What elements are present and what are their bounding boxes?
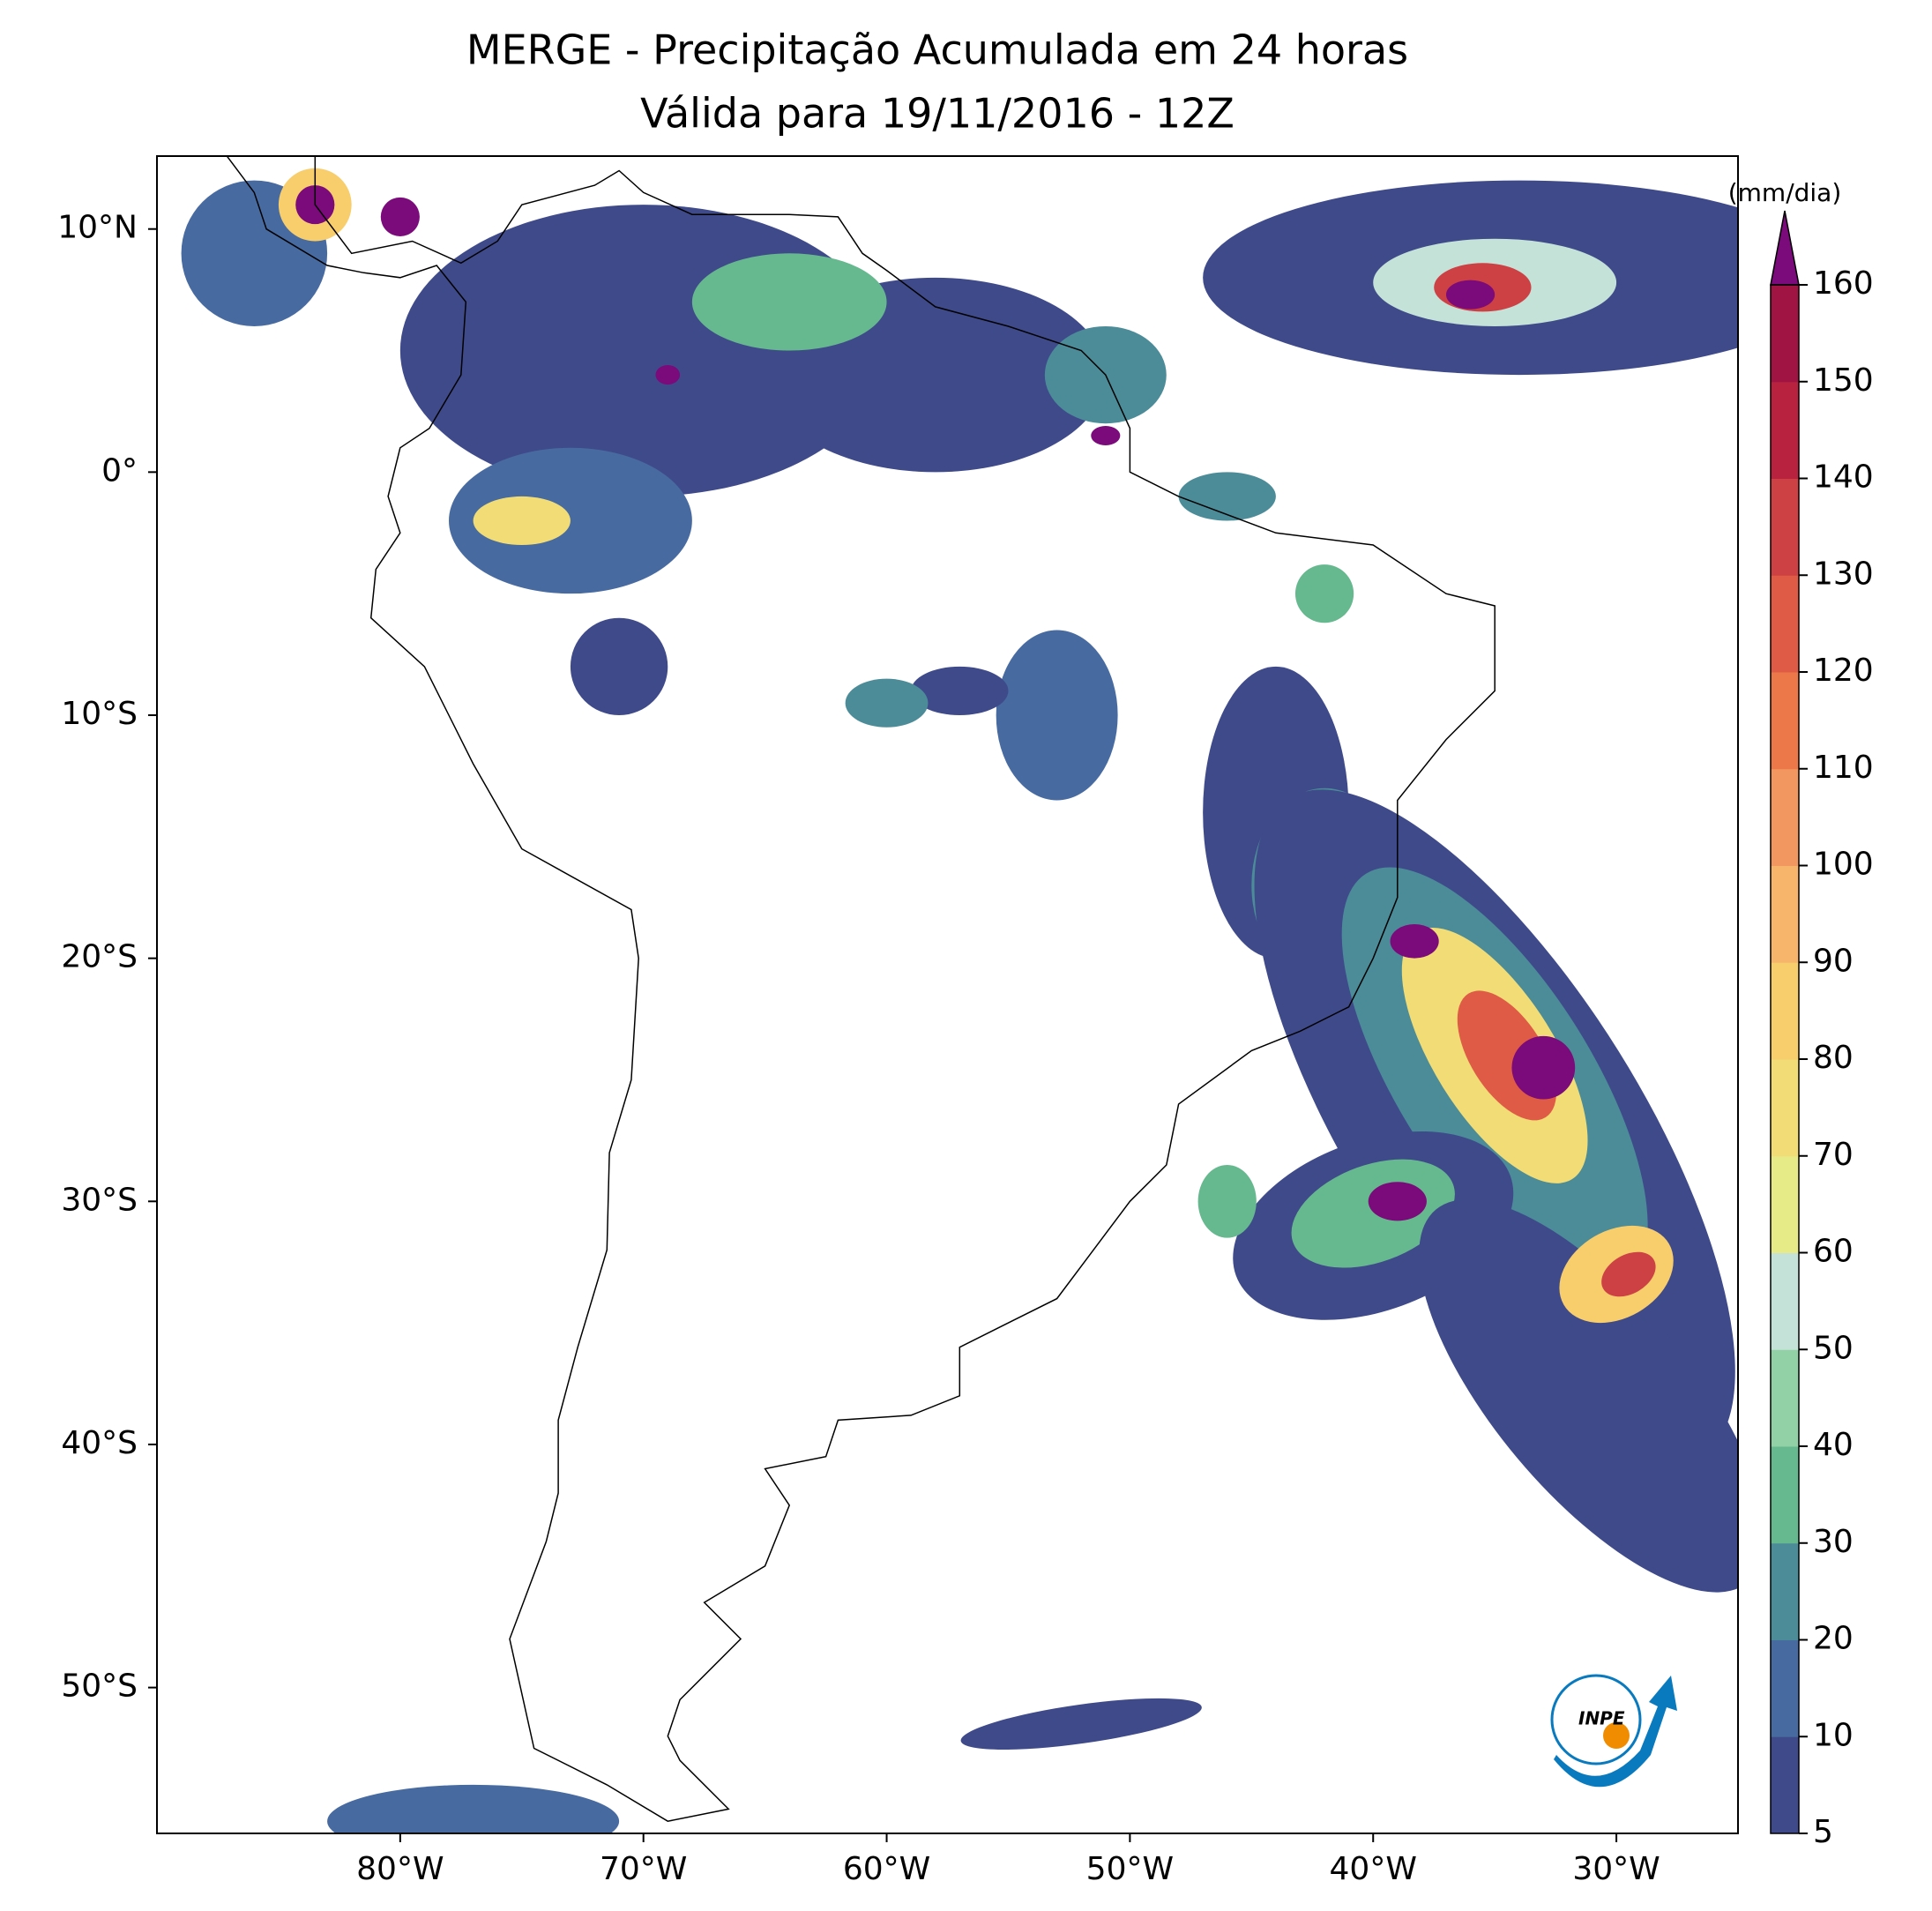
colorbar-tick-label: 130 bbox=[1813, 556, 1874, 592]
colorbar-band bbox=[1771, 1155, 1799, 1253]
colorbar-tick-label: 160 bbox=[1813, 265, 1874, 302]
colorbar-tick-label: 110 bbox=[1813, 750, 1874, 786]
colorbar-tick-label: 150 bbox=[1813, 362, 1874, 399]
colorbar-tick-label: 20 bbox=[1813, 1621, 1854, 1657]
precip-area bbox=[473, 496, 571, 546]
y-tick-label: 20°S bbox=[61, 939, 138, 975]
y-tick-label: 0° bbox=[101, 452, 138, 489]
colorbar-tick-label: 60 bbox=[1813, 1234, 1854, 1270]
colorbar-tick-label: 80 bbox=[1813, 1040, 1854, 1076]
colorbar-tick-label: 50 bbox=[1813, 1330, 1854, 1366]
precip-area bbox=[1511, 1035, 1576, 1100]
colorbar-band bbox=[1771, 1736, 1799, 1834]
precip-area bbox=[911, 666, 1009, 715]
colorbar-band bbox=[1771, 1446, 1799, 1544]
map-area bbox=[181, 156, 1738, 1833]
colorbar-band bbox=[1771, 1252, 1799, 1350]
precip-area bbox=[1445, 280, 1496, 310]
map-title: MERGE - Precipitação Acumulada em 24 hor… bbox=[466, 26, 1408, 74]
precip-area bbox=[845, 678, 929, 728]
colorbar-band bbox=[1771, 768, 1799, 866]
precip-area bbox=[1419, 1199, 1738, 1593]
colorbar-band bbox=[1771, 865, 1799, 963]
map-frame bbox=[156, 155, 1739, 1834]
precip-area bbox=[1091, 425, 1121, 446]
x-tick-label: 60°W bbox=[843, 1851, 930, 1887]
colorbar-label: (mm/dia) bbox=[1728, 178, 1842, 207]
precip-area bbox=[380, 197, 420, 236]
y-tick-label: 50°S bbox=[61, 1668, 138, 1705]
y-tick-label: 10°S bbox=[61, 696, 138, 732]
precip-area bbox=[1294, 564, 1354, 623]
precip-area bbox=[1197, 1164, 1257, 1238]
precip-area bbox=[1601, 1251, 1656, 1297]
colorbar-band bbox=[1771, 1349, 1799, 1447]
colorbar-band bbox=[1771, 1059, 1799, 1157]
x-tick-label: 30°W bbox=[1572, 1851, 1660, 1887]
colorbar-tick-label: 70 bbox=[1813, 1137, 1854, 1173]
logo-text: INPE bbox=[1578, 1708, 1625, 1729]
precip-area bbox=[449, 447, 692, 594]
x-tick-label: 80°W bbox=[356, 1851, 444, 1887]
precip-area bbox=[327, 1784, 620, 1833]
colorbar-band bbox=[1771, 962, 1799, 1060]
x-tick-label: 40°W bbox=[1330, 1851, 1417, 1887]
precip-area bbox=[1390, 924, 1439, 959]
colorbar-band bbox=[1771, 478, 1799, 576]
y-tick-label: 30°S bbox=[61, 1182, 138, 1218]
y-tick-label: 10°N bbox=[57, 210, 138, 246]
precip-area bbox=[1178, 472, 1276, 521]
colorbar-tick-label: 140 bbox=[1813, 459, 1874, 496]
precip-area bbox=[1368, 1182, 1427, 1221]
colorbar-tick-label: 90 bbox=[1813, 943, 1854, 979]
colorbar-tick-label: 40 bbox=[1813, 1427, 1854, 1463]
x-tick-label: 50°W bbox=[1086, 1851, 1174, 1887]
colorbar-band bbox=[1771, 575, 1799, 673]
precip-area bbox=[655, 365, 681, 385]
y-tick-label: 40°S bbox=[61, 1425, 138, 1461]
colorbar-band bbox=[1771, 285, 1799, 383]
precip-area bbox=[570, 617, 668, 715]
colorbar-band bbox=[1771, 1639, 1799, 1737]
colorbar-band bbox=[1771, 672, 1799, 770]
logo: INPE bbox=[1550, 1674, 1677, 1788]
colorbar-band bbox=[1771, 381, 1799, 479]
colorbar-tick-label: 5 bbox=[1813, 1814, 1833, 1850]
precip-area bbox=[996, 630, 1118, 801]
colorbar-extend bbox=[1770, 210, 1800, 286]
map-subtitle: Válida para 19/11/2016 - 12Z bbox=[640, 90, 1235, 138]
colorbar-tick-label: 10 bbox=[1813, 1717, 1854, 1753]
coastline bbox=[226, 156, 1496, 1822]
colorbar-band bbox=[1771, 1542, 1799, 1640]
colorbar-tick-label: 120 bbox=[1813, 653, 1874, 689]
precip-area bbox=[960, 1698, 1202, 1751]
x-tick-label: 70°W bbox=[600, 1851, 687, 1887]
colorbar-tick-label: 100 bbox=[1813, 847, 1874, 883]
colorbar-tick-label: 30 bbox=[1813, 1524, 1854, 1560]
precip-area bbox=[691, 253, 887, 351]
